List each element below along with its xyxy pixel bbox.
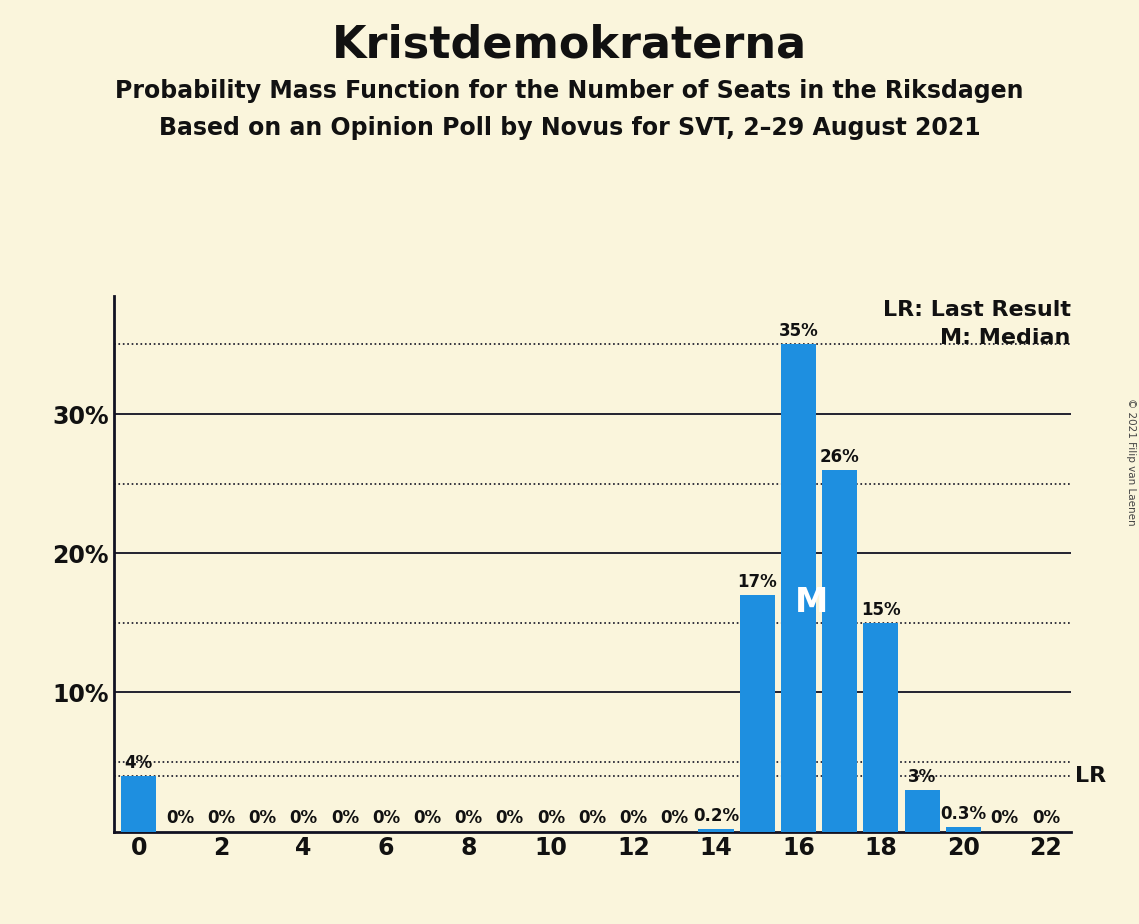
Bar xyxy=(121,776,156,832)
Text: 0%: 0% xyxy=(413,809,442,827)
Text: 0%: 0% xyxy=(454,809,483,827)
Text: 0%: 0% xyxy=(207,809,235,827)
Text: 0%: 0% xyxy=(289,809,318,827)
Text: © 2021 Filip van Laenen: © 2021 Filip van Laenen xyxy=(1126,398,1136,526)
Text: 35%: 35% xyxy=(779,322,818,340)
Text: 0.3%: 0.3% xyxy=(941,805,986,823)
Bar xyxy=(822,469,858,832)
Text: Probability Mass Function for the Number of Seats in the Riksdagen: Probability Mass Function for the Number… xyxy=(115,79,1024,103)
Bar xyxy=(698,829,734,832)
Text: 0%: 0% xyxy=(620,809,648,827)
Text: 4%: 4% xyxy=(124,754,153,772)
Bar xyxy=(781,345,816,832)
Text: 0%: 0% xyxy=(991,809,1018,827)
Bar xyxy=(863,623,899,832)
Text: 0%: 0% xyxy=(495,809,524,827)
Text: 26%: 26% xyxy=(820,447,860,466)
Text: 0%: 0% xyxy=(579,809,606,827)
Text: LR: Last Result: LR: Last Result xyxy=(883,300,1071,320)
Text: 0%: 0% xyxy=(536,809,565,827)
Text: 0%: 0% xyxy=(1032,809,1060,827)
Text: Kristdemokraterna: Kristdemokraterna xyxy=(331,23,808,67)
Text: 0%: 0% xyxy=(330,809,359,827)
Text: M: Median: M: Median xyxy=(941,328,1071,347)
Text: 0%: 0% xyxy=(372,809,400,827)
Bar xyxy=(945,827,981,832)
Text: 0.2%: 0.2% xyxy=(693,807,739,824)
Text: 17%: 17% xyxy=(737,573,777,590)
Text: 0%: 0% xyxy=(248,809,277,827)
Text: 0%: 0% xyxy=(661,809,689,827)
Text: M: M xyxy=(795,586,828,619)
Bar xyxy=(904,790,940,832)
Text: 3%: 3% xyxy=(908,768,936,785)
Bar xyxy=(739,595,775,832)
Text: LR: LR xyxy=(1075,766,1106,786)
Text: Based on an Opinion Poll by Novus for SVT, 2–29 August 2021: Based on an Opinion Poll by Novus for SV… xyxy=(158,116,981,140)
Text: 15%: 15% xyxy=(861,601,901,619)
Text: 0%: 0% xyxy=(166,809,194,827)
